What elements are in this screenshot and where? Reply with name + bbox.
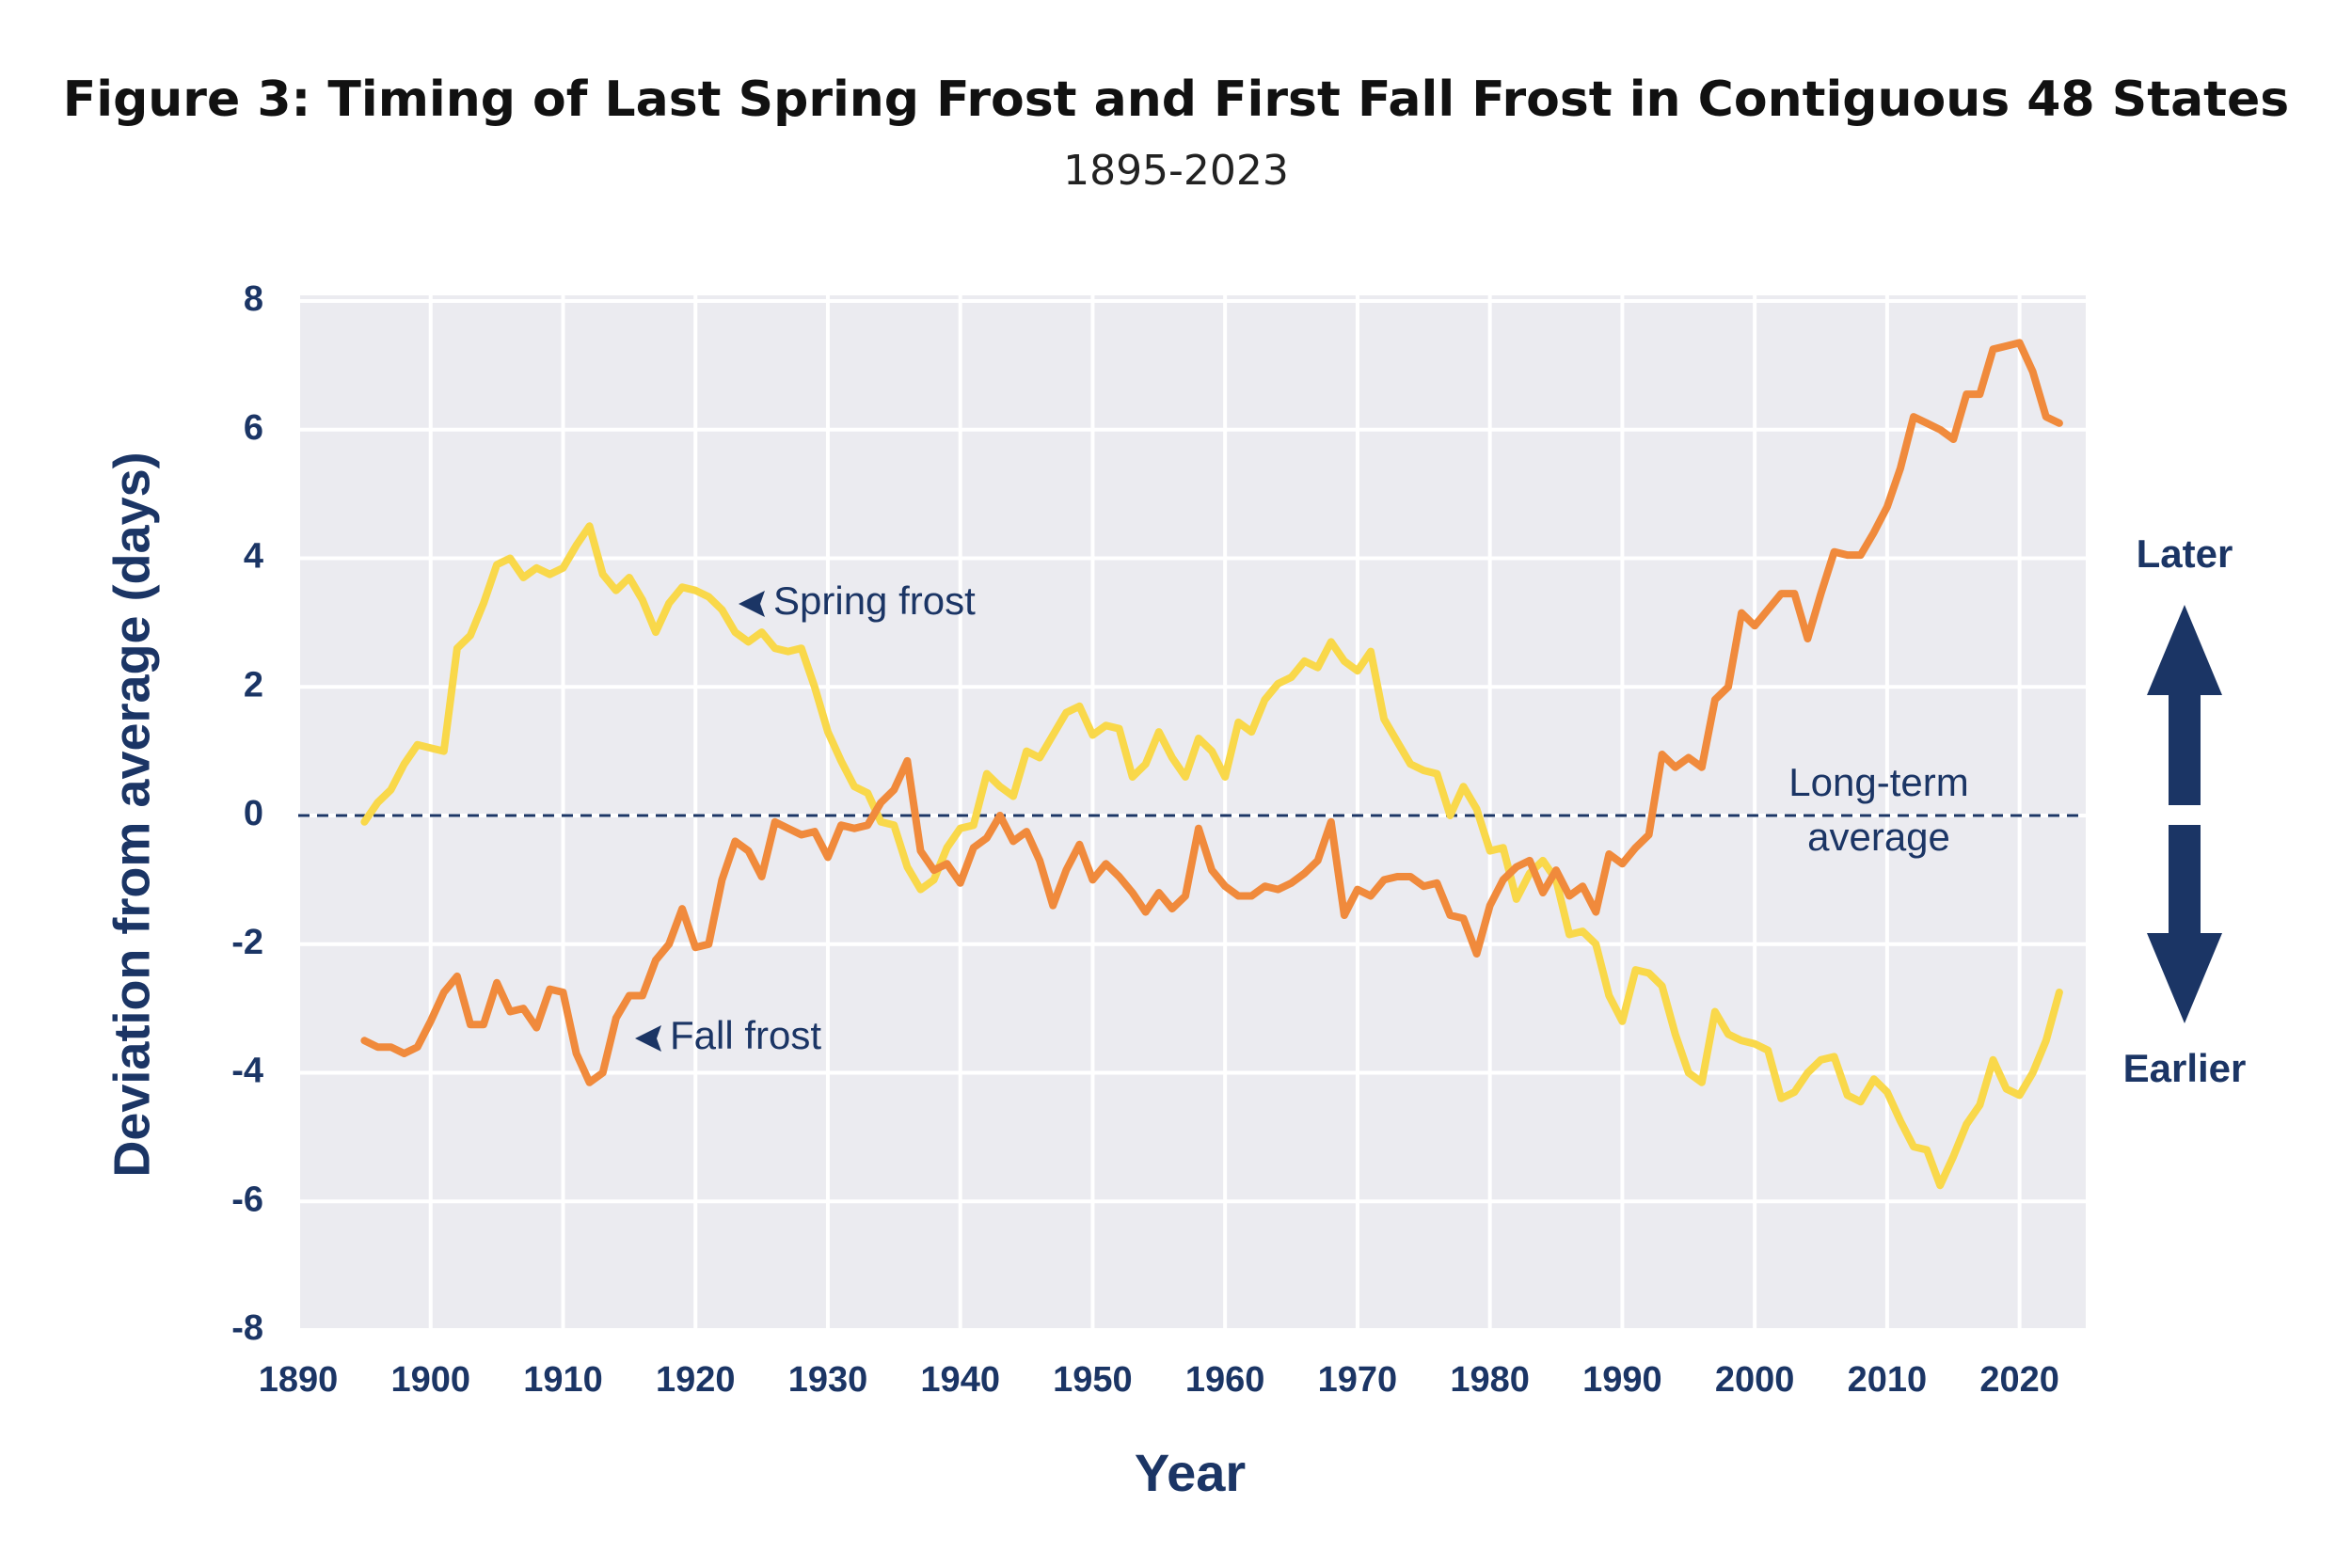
x-tick-label: 1940	[920, 1360, 1000, 1400]
spring-pointer	[739, 591, 765, 617]
x-tick-label: 1990	[1582, 1360, 1662, 1400]
spring-annotation: Spring frost	[773, 578, 976, 623]
chart-subtitle: 1895-2023	[1063, 147, 1289, 195]
y-axis-title: Deviation from average (days)	[103, 451, 160, 1177]
plot-background	[298, 295, 2086, 1330]
y-tick-label: 0	[244, 794, 263, 833]
down-arrow	[2147, 825, 2222, 1023]
x-tick-label: 1930	[788, 1360, 868, 1400]
y-tick-label: 2	[244, 665, 263, 705]
x-tick-label: 1900	[390, 1360, 470, 1400]
x-tick-label: 1910	[523, 1360, 603, 1400]
chart-title: Figure 3: Timing of Last Spring Frost an…	[63, 71, 2290, 128]
reference-label: average	[1807, 815, 1950, 859]
x-tick-label: 2000	[1715, 1360, 1795, 1400]
series-line	[360, 522, 2063, 1190]
y-tick-label: 6	[244, 408, 263, 448]
x-tick-label: 2010	[1848, 1360, 1928, 1400]
x-tick-label: 1960	[1185, 1360, 1265, 1400]
later-label: Later	[2137, 531, 2233, 576]
x-tick-label: 1890	[259, 1360, 339, 1400]
earlier-label: Earlier	[2123, 1046, 2247, 1090]
y-tick-label: -2	[231, 923, 263, 962]
x-tick-label: 2020	[1979, 1360, 2059, 1400]
series-line	[360, 339, 2063, 1086]
y-tick-label: 8	[244, 279, 263, 319]
fall-annotation: Fall frost	[670, 1013, 821, 1057]
y-tick-label: 4	[244, 537, 263, 577]
y-tick-label: -6	[231, 1180, 263, 1219]
x-tick-label: 1970	[1318, 1360, 1398, 1400]
reference-label: Long-term	[1788, 760, 1968, 804]
y-tick-label: -4	[231, 1052, 263, 1091]
fall-pointer	[635, 1025, 661, 1052]
y-tick-label: -8	[231, 1308, 263, 1348]
up-arrow	[2147, 605, 2222, 805]
x-axis-title: Year	[1135, 1443, 1246, 1502]
x-tick-label: 1950	[1053, 1360, 1133, 1400]
x-tick-label: 1920	[656, 1360, 736, 1400]
x-tick-label: 1980	[1450, 1360, 1530, 1400]
